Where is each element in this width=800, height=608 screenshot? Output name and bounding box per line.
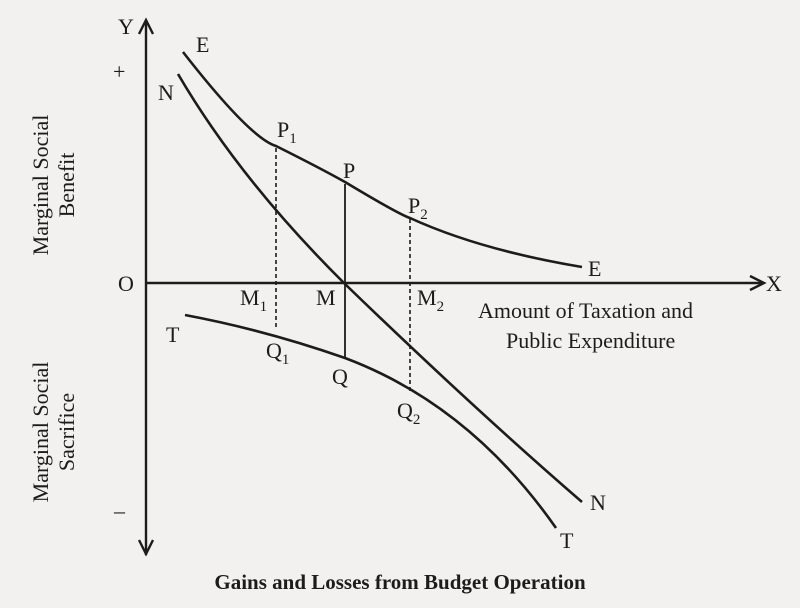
label-t-top: T <box>166 322 180 347</box>
y-lower-title: Marginal Social Sacrifice <box>28 362 79 503</box>
label-m2: M2 <box>417 285 444 315</box>
y-upper-title-line2: Benefit <box>54 153 79 218</box>
x-axis-title-line1: Amount of Taxation and <box>478 298 693 323</box>
x-axis-label: X <box>766 271 782 296</box>
origin-label: O <box>118 271 134 296</box>
label-n-bottom: N <box>590 490 606 515</box>
label-p1: P1 <box>277 117 297 147</box>
label-t-bottom: T <box>560 528 574 553</box>
label-q: Q <box>332 364 348 389</box>
label-m1: M1 <box>240 285 267 315</box>
curve-nn <box>176 73 583 503</box>
label-q2: Q2 <box>397 398 420 428</box>
curve-tt <box>184 313 558 529</box>
diagram-caption: Gains and Losses from Budget Operation <box>214 570 586 594</box>
label-e-top: E <box>196 32 209 57</box>
label-q1: Q1 <box>266 338 289 368</box>
label-e-bottom: E <box>588 256 601 281</box>
y-lower-title-line1: Marginal Social <box>28 362 53 503</box>
y-axis-arrow <box>137 17 155 35</box>
y-axis-bottom-arrow <box>137 539 155 557</box>
minus-sign: – <box>113 498 126 523</box>
label-p2: P2 <box>408 193 428 223</box>
x-axis-arrow <box>749 274 767 292</box>
label-n-top: N <box>158 80 174 105</box>
y-upper-title: Marginal Social Benefit <box>28 115 79 256</box>
y-axis-label: Y <box>118 14 134 39</box>
y-lower-title-line2: Sacrifice <box>54 393 79 471</box>
label-p: P <box>343 158 355 183</box>
plus-sign: + <box>113 59 125 84</box>
curve-ee <box>181 51 583 269</box>
x-axis-title-line2: Public Expenditure <box>506 328 675 353</box>
y-upper-title-line1: Marginal Social <box>28 115 53 256</box>
label-m: M <box>316 285 336 310</box>
